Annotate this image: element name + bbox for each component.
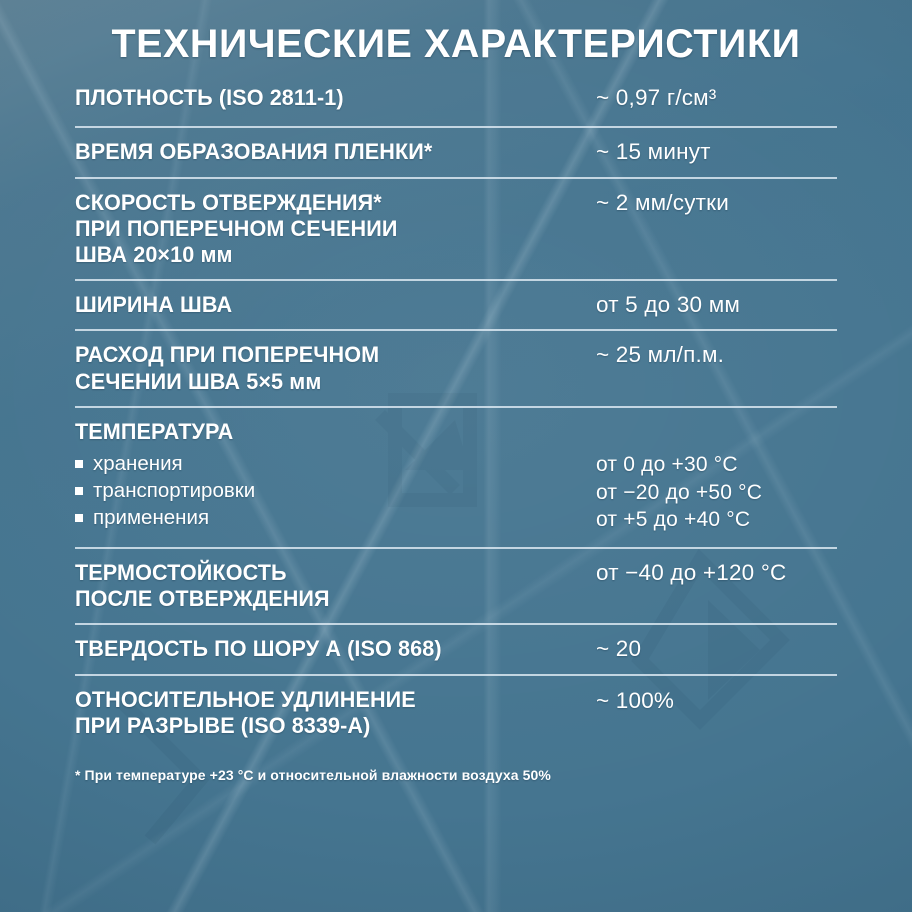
- table-row: ТВЕРДОСТЬ ПО ШОРУ А (ISO 868) ~ 20: [75, 623, 837, 673]
- list-item-label: транспортировки: [93, 479, 256, 503]
- spec-label-line: ТЕРМОСТОЙКОСТЬ: [75, 559, 287, 585]
- spec-value: от −40 до +120 °С: [596, 559, 787, 585]
- spec-label: ТЕМПЕРАТУРА хранения транспортировки при…: [75, 419, 596, 531]
- spec-value: от 5 до 30 мм: [596, 292, 741, 318]
- square-bullet-icon: [75, 486, 83, 495]
- square-bullet-icon: [75, 459, 83, 468]
- table-row-temperature: ТЕМПЕРАТУРА хранения транспортировки при…: [75, 405, 837, 547]
- spec-label-line: ПРИ РАЗРЫВЕ (ISO 8339-A): [75, 712, 371, 738]
- spec-value: ~ 2 мм/сутки: [596, 189, 729, 215]
- spec-label: ВРЕМЯ ОБРАЗОВАНИЯ ПЛЕНКИ*: [75, 139, 575, 165]
- spec-label: ШИРИНА ШВА: [75, 292, 575, 318]
- list-item-label: хранения: [93, 452, 183, 476]
- list-item: транспортировки: [75, 477, 596, 504]
- table-row: ПЛОТНОСТЬ (ISO 2811-1) ~ 0,97 г/см³: [75, 79, 837, 126]
- spec-value: от 0 до +30 °С: [596, 452, 738, 476]
- list-item-label: применения: [93, 506, 210, 530]
- spec-label-text: ВРЕМЯ ОБРАЗОВАНИЯ ПЛЕНКИ*: [75, 139, 433, 165]
- table-row: СКОРОСТЬ ОТВЕРЖДЕНИЯ* ПРИ ПОПЕРЕЧНОМ СЕЧ…: [75, 176, 837, 280]
- spec-label: ОТНОСИТЕЛЬНОЕ УДЛИНЕНИЕ ПРИ РАЗРЫВЕ (ISO…: [75, 687, 575, 739]
- page-title: ТЕХНИЧЕСКИЕ ХАРАКТЕРИСТИКИ: [111, 22, 801, 66]
- list-item: хранения: [75, 450, 596, 477]
- spec-label-line: СЕЧЕНИИ ШВА 5×5 мм: [75, 368, 322, 394]
- spec-label-line: ШВА 20×10 мм: [75, 242, 233, 267]
- spec-label: СКОРОСТЬ ОТВЕРЖДЕНИЯ* ПРИ ПОПЕРЕЧНОМ СЕЧ…: [75, 190, 575, 269]
- spec-label-line: ПРИ ПОПЕРЕЧНОМ СЕЧЕНИИ: [75, 215, 398, 241]
- spec-value: ~ 0,97 г/см³: [596, 85, 717, 111]
- spec-label-text: ТЕМПЕРАТУРА: [75, 418, 234, 444]
- footnote: * При температуре +23 °С и относительной…: [75, 766, 551, 783]
- table-row: РАСХОД ПРИ ПОПЕРЕЧНОМ СЕЧЕНИИ ШВА 5×5 мм…: [75, 329, 837, 405]
- table-row: ОТНОСИТЕЛЬНОЕ УДЛИНЕНИЕ ПРИ РАЗРЫВЕ (ISO…: [75, 673, 837, 750]
- table-row: ШИРИНА ШВА от 5 до 30 мм: [75, 279, 837, 329]
- spec-label-text: ПЛОТНОСТЬ (ISO 2811-1): [75, 85, 344, 111]
- spec-label-text: ТВЕРДОСТЬ ПО ШОРУ А (ISO 868): [75, 636, 442, 662]
- spec-label: РАСХОД ПРИ ПОПЕРЕЧНОМ СЕЧЕНИИ ШВА 5×5 мм: [75, 342, 575, 394]
- square-bullet-icon: [75, 513, 83, 522]
- spec-label: ТВЕРДОСТЬ ПО ШОРУ А (ISO 868): [75, 636, 575, 662]
- spec-label-line: ПОСЛЕ ОТВЕРЖДЕНИЯ: [75, 586, 330, 612]
- spec-value-group: от 0 до +30 °С от −20 до +50 °С от +5 до…: [596, 419, 837, 534]
- spec-value: ~ 20: [596, 636, 642, 662]
- spec-label-line: СКОРОСТЬ ОТВЕРЖДЕНИЯ*: [75, 189, 382, 215]
- spec-value: ~ 25 мл/п.м.: [596, 342, 725, 368]
- spec-value: ~ 15 минут: [596, 139, 711, 165]
- spec-value: от +5 до +40 °С: [596, 508, 751, 532]
- spec-label-line: РАСХОД ПРИ ПОПЕРЕЧНОМ: [75, 342, 380, 368]
- spec-value: ~ 100%: [596, 687, 675, 713]
- list-item: применения: [75, 504, 596, 531]
- table-row: ВРЕМЯ ОБРАЗОВАНИЯ ПЛЕНКИ* ~ 15 минут: [75, 126, 837, 176]
- spec-value: от −20 до +50 °С: [596, 480, 763, 504]
- spec-label: ПЛОТНОСТЬ (ISO 2811-1): [75, 85, 575, 111]
- spec-label-line: ОТНОСИТЕЛЬНОЕ УДЛИНЕНИЕ: [75, 686, 416, 712]
- spec-table: ПЛОТНОСТЬ (ISO 2811-1) ~ 0,97 г/см³ ВРЕМ…: [75, 79, 837, 750]
- table-row: ТЕРМОСТОЙКОСТЬ ПОСЛЕ ОТВЕРЖДЕНИЯ от −40 …: [75, 546, 837, 623]
- spec-label-text: ШИРИНА ШВА: [75, 292, 233, 318]
- spec-label: ТЕРМОСТОЙКОСТЬ ПОСЛЕ ОТВЕРЖДЕНИЯ: [75, 560, 575, 612]
